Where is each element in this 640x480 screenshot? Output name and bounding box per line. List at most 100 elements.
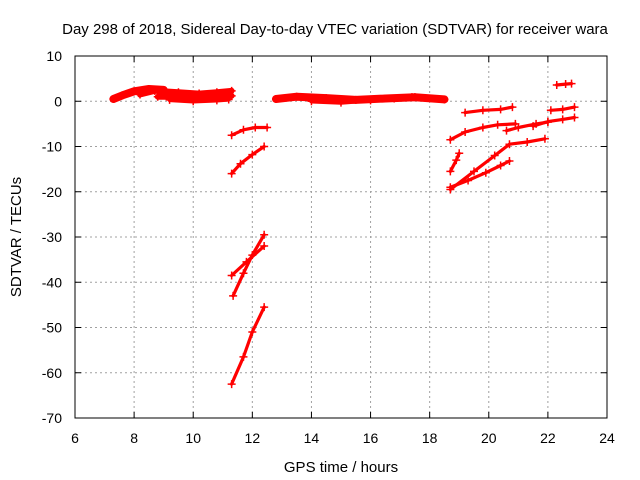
x-tick-label: 12: [245, 430, 261, 446]
data-point: [455, 149, 464, 158]
data-point: [502, 126, 511, 135]
data-point: [508, 103, 517, 112]
data-point: [452, 156, 461, 165]
x-tick-label: 6: [71, 430, 79, 446]
data-point: [529, 122, 538, 131]
data-point: [523, 137, 532, 146]
series-arc-05: [230, 125, 269, 137]
data-point: [150, 86, 159, 95]
data-point: [366, 96, 375, 105]
data-point: [227, 131, 236, 140]
x-tick-label: 14: [304, 430, 320, 446]
data-point: [546, 106, 555, 115]
data-point: [570, 103, 579, 112]
y-tick-label: -30: [42, 229, 62, 245]
x-tick-label: 22: [540, 430, 556, 446]
data-point: [407, 93, 416, 102]
data-point: [390, 94, 399, 103]
data-point: [567, 79, 576, 88]
x-tick-label: 8: [130, 430, 138, 446]
data-point: [505, 140, 514, 149]
data-point: [239, 352, 248, 361]
data-point: [307, 97, 316, 106]
chart-title: Day 298 of 2018, Sidereal Day-to-day VTE…: [62, 21, 608, 38]
data-point: [229, 291, 238, 300]
data-point: [239, 125, 248, 134]
y-tick-label: 0: [54, 93, 62, 109]
data-point: [540, 134, 549, 143]
y-tick-label: -10: [42, 139, 62, 155]
data-point: [118, 91, 127, 100]
data-point: [558, 105, 567, 114]
x-axis-label: GPS time / hours: [284, 459, 398, 476]
data-point: [514, 123, 523, 132]
data-layer: [109, 79, 579, 389]
data-point: [446, 135, 455, 144]
data-point: [248, 328, 257, 337]
series-arc-14: [448, 151, 461, 173]
data-point: [337, 98, 345, 107]
data-point: [212, 96, 221, 105]
data-point: [271, 94, 280, 103]
data-point: [446, 167, 455, 176]
y-tick-label: -50: [42, 320, 62, 336]
data-point: [478, 123, 487, 132]
data-point: [470, 167, 478, 176]
data-point: [505, 156, 514, 165]
series-arc-18: [531, 115, 577, 128]
y-tick-label: 10: [46, 48, 62, 64]
data-point: [227, 169, 236, 178]
series-arc-03: [154, 92, 235, 101]
data-point: [153, 92, 162, 101]
data-point: [496, 161, 505, 170]
data-point: [461, 108, 470, 117]
data-point: [263, 123, 272, 132]
data-point: [478, 106, 487, 115]
data-point: [260, 142, 269, 151]
data-point: [136, 90, 145, 99]
data-point: [130, 87, 139, 96]
data-point: [461, 128, 470, 137]
data-point: [446, 185, 455, 194]
data-point: [165, 95, 174, 104]
x-tick-label: 18: [422, 430, 438, 446]
data-point: [227, 271, 236, 280]
y-tick-label: -20: [42, 184, 62, 200]
data-point: [552, 80, 561, 89]
x-tick-label: 10: [185, 430, 201, 446]
data-point: [493, 120, 502, 129]
grid-layer: [75, 56, 607, 418]
data-point: [248, 150, 257, 159]
series-arc-13: [463, 105, 514, 115]
y-tick-label: -60: [42, 365, 62, 381]
data-point: [239, 269, 248, 278]
data-point: [496, 105, 505, 114]
data-point: [260, 242, 269, 251]
data-point: [570, 113, 579, 122]
data-point: [248, 251, 257, 260]
data-point: [227, 380, 236, 389]
data-point: [189, 97, 198, 106]
data-point: [490, 151, 499, 160]
x-tick-label: 20: [481, 430, 497, 446]
plot-frame: [74, 55, 608, 419]
series-arc-09: [230, 305, 266, 386]
data-point: [440, 95, 449, 104]
x-tick-label: 24: [599, 430, 615, 446]
series-arc-08: [231, 233, 266, 298]
data-point: [109, 94, 118, 103]
data-point: [260, 303, 269, 312]
data-point: [224, 95, 233, 104]
x-tick-label: 16: [363, 430, 379, 446]
y-tick-label: -40: [42, 274, 62, 290]
y-tick-label: -70: [42, 410, 62, 426]
data-point: [558, 115, 567, 124]
data-point: [292, 92, 301, 101]
ticks-layer: 6 8 10 12 14 16 18 20 22 24 10 0 -10 -20 -30 -40 -50 -60 -…: [42, 48, 615, 446]
data-point: [481, 168, 490, 177]
data-point: [260, 230, 269, 239]
data-point: [251, 123, 260, 132]
series-arc-06: [230, 144, 266, 176]
y-axis-label: SDTVAR / TECUs: [8, 177, 25, 297]
